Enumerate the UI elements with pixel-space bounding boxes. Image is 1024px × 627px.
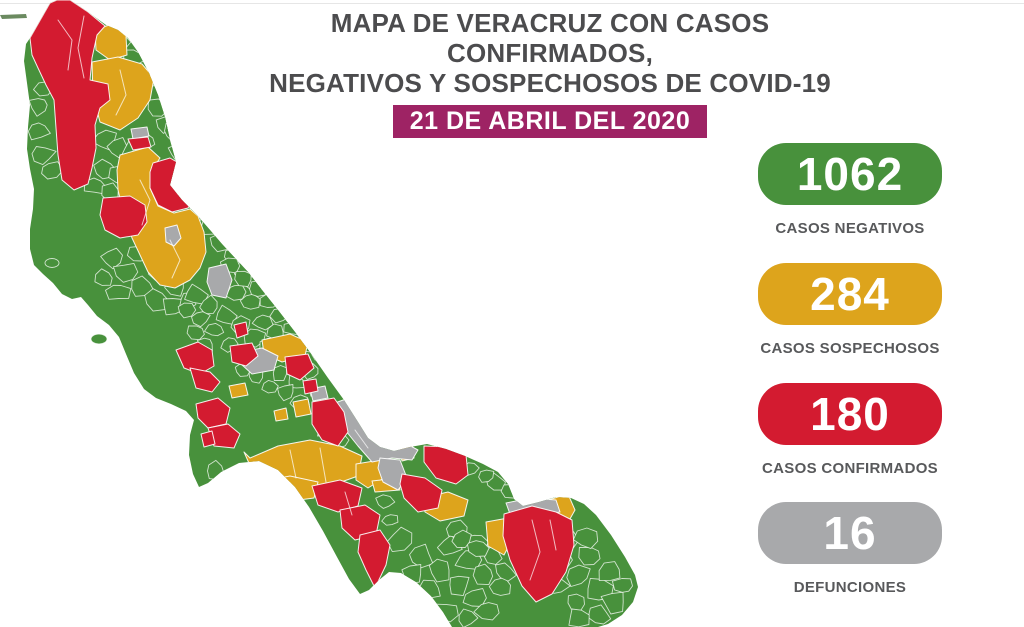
title-line-2: NEGATIVOS Y SOSPECHOSOS DE COVID-19 <box>269 68 831 98</box>
stat-value-sospechosos: 284 <box>810 268 890 320</box>
top-border-line <box>0 3 1024 4</box>
stat-badge-confirmados: 180 <box>758 383 942 445</box>
stat-label-sospechosos: CASOS SOSPECHOSOS <box>760 340 940 357</box>
title-line-1: MAPA DE VERACRUZ CON CASOS CONFIRMADOS, <box>330 8 770 68</box>
stat-badge-defunciones: 16 <box>758 502 942 564</box>
stat-confirmados: 180 CASOS CONFIRMADOS <box>758 383 942 477</box>
confirmed-regions-layer <box>29 0 575 603</box>
stats-column: 1062 CASOS NEGATIVOS 284 CASOS SOSPECHOS… <box>758 0 942 627</box>
stat-badge-sospechosos: 284 <box>758 263 942 325</box>
stat-value-negativos: 1062 <box>796 148 904 200</box>
stat-value-defunciones: 16 <box>823 507 877 559</box>
date-badge: 21 DE ABRIL DEL 2020 <box>392 105 708 138</box>
stat-defunciones: 16 DEFUNCIONES <box>758 502 942 596</box>
page-title: MAPA DE VERACRUZ CON CASOS CONFIRMADOS, … <box>230 8 870 98</box>
stat-label-confirmados: CASOS CONFIRMADOS <box>762 460 938 477</box>
stat-badge-negativos: 1062 <box>758 143 942 205</box>
veracruz-choropleth-map <box>0 0 638 627</box>
stat-label-defunciones: DEFUNCIONES <box>793 579 907 596</box>
stat-label-negativos: CASOS NEGATIVOS <box>775 220 925 237</box>
internal-borders-layer <box>57 15 557 581</box>
offshore-islets <box>0 14 108 345</box>
header: MAPA DE VERACRUZ CON CASOS CONFIRMADOS, … <box>230 8 870 138</box>
stat-value-confirmados: 180 <box>810 388 890 440</box>
stat-negativos: 1062 CASOS NEGATIVOS <box>758 143 942 237</box>
stat-sospechosos: 284 CASOS SOSPECHOSOS <box>758 263 942 357</box>
